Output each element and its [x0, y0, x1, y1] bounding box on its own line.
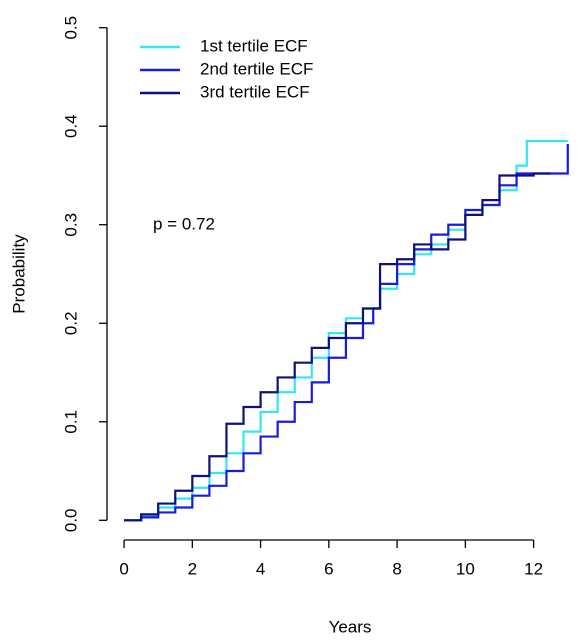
- legend-label: 2nd tertile ECF: [200, 59, 313, 78]
- step-line: [124, 172, 551, 522]
- y-tick-label: 0.3: [61, 213, 80, 237]
- x-tick-label: 4: [256, 559, 265, 578]
- y-tick-label: 0.2: [61, 311, 80, 335]
- legend-label: 3rd tertile ECF: [200, 82, 310, 101]
- y-tick-label: 0.5: [61, 16, 80, 40]
- x-tick-label: 8: [392, 559, 401, 578]
- y-axis-label: Probability: [9, 234, 28, 314]
- x-tick-label: 6: [324, 559, 333, 578]
- y-tick-label: 0.1: [61, 410, 80, 434]
- x-tick-label: 0: [119, 559, 128, 578]
- y-tick-label: 0.4: [61, 114, 80, 138]
- annotation: p = 0.72: [153, 214, 215, 233]
- x-tick-label: 12: [524, 559, 543, 578]
- x-axis-label: Years: [329, 617, 372, 636]
- legend-label: 1st tertile ECF: [200, 36, 308, 55]
- y-tick-label: 0.0: [61, 508, 80, 532]
- x-tick-label: 10: [456, 559, 475, 578]
- x-tick-label: 2: [188, 559, 197, 578]
